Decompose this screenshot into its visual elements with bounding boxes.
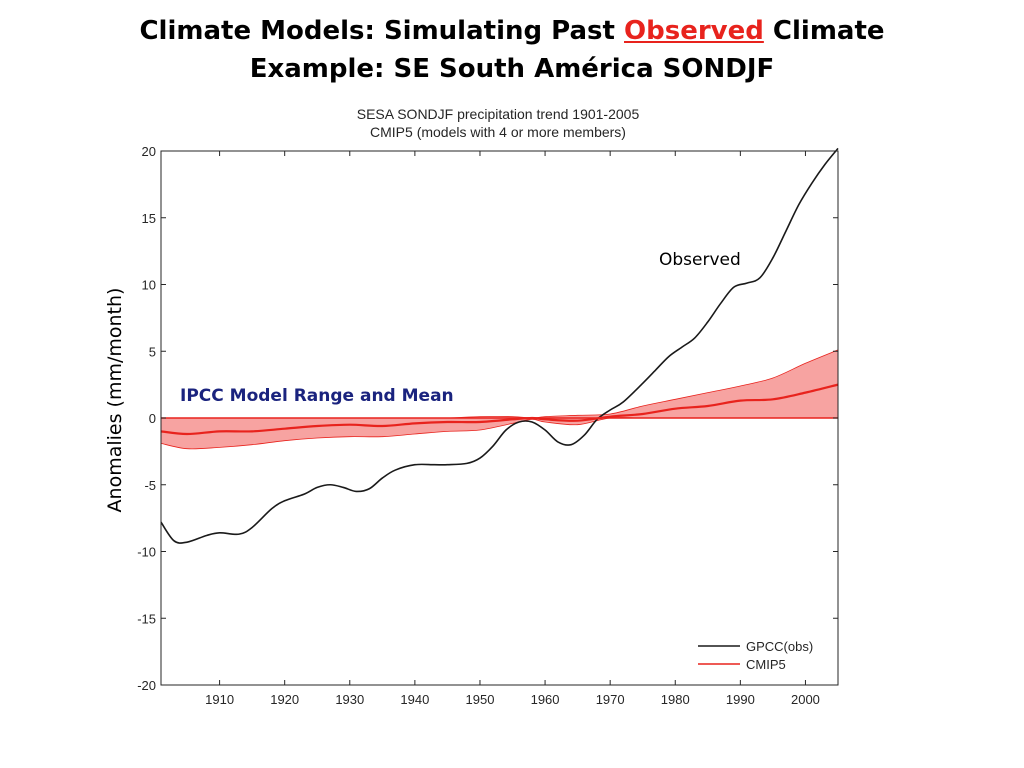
slide-title-part2: Climate	[763, 16, 885, 46]
gpcc-observed-line	[160, 147, 839, 544]
x-tick-label: 1910	[205, 692, 234, 707]
y-tick-label: -15	[137, 611, 156, 626]
slide-title-highlight: Observed	[624, 16, 764, 46]
series-layer	[160, 147, 839, 544]
y-tick-label: 0	[149, 411, 156, 426]
x-tick-label: 1980	[661, 692, 690, 707]
y-tick-label: -10	[137, 545, 156, 560]
x-tick-label: 1920	[270, 692, 299, 707]
x-tick-label: 1990	[726, 692, 755, 707]
axis-ticks: -20 -15 -10 -5 0 5 10 15 20 1910 1920 1930 1940 1950 1…	[137, 144, 838, 707]
observed-annotation: Observed	[659, 250, 741, 270]
cmip5-mean-line	[160, 383, 839, 436]
chart-title-line2: CMIP5 (models with 4 or more members)	[370, 124, 626, 140]
x-tick-label: 1970	[596, 692, 625, 707]
legend: GPCC(obs) CMIP5	[690, 633, 836, 678]
slide-title-part1: Climate Models: Simulating Past	[139, 16, 625, 46]
chart-title-line1: SESA SONDJF precipitation trend 1901-200…	[357, 106, 640, 122]
y-axis-label: Anomalies (mm/month)	[104, 288, 126, 513]
legend-box	[690, 633, 836, 678]
x-tick-label: 2000	[791, 692, 820, 707]
y-tick-label: 5	[149, 344, 156, 359]
legend-label-cmip5: CMIP5	[746, 657, 786, 672]
x-tick-label: 1950	[466, 692, 495, 707]
ipcc-annotation: IPCC Model Range and Mean	[180, 386, 454, 406]
x-tick-label: 1930	[335, 692, 364, 707]
x-tick-label: 1960	[531, 692, 560, 707]
x-tick-label: 1940	[400, 692, 429, 707]
y-tick-label: -20	[137, 678, 156, 693]
y-tick-label: -5	[144, 478, 156, 493]
slide-title-line2: Example: SE South América SONDJF	[249, 54, 775, 84]
y-tick-label: 20	[142, 144, 156, 159]
slide-title: Climate Models: Simulating Past Observed…	[0, 12, 1024, 88]
slide-title-line1: Climate Models: Simulating Past Observed…	[0, 12, 1024, 50]
legend-label-gpcc: GPCC(obs)	[746, 639, 813, 654]
y-tick-label: 15	[142, 211, 156, 226]
y-tick-label: 10	[142, 278, 156, 293]
